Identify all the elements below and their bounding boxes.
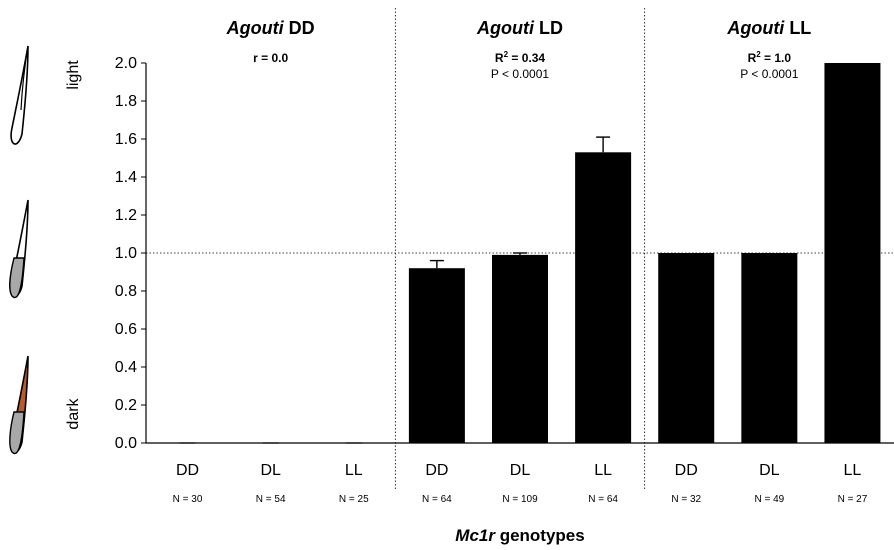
panel-p-value: P < 0.0001	[491, 67, 549, 81]
dark-hair-icon	[9, 355, 29, 455]
panel-statistic-value: = 0.34	[508, 51, 545, 65]
panel-title-gene: Agouti	[226, 18, 285, 38]
y-tick-label: 1.6	[115, 131, 137, 148]
panel-statistic: r = 0.0	[253, 51, 288, 65]
panel-title-genotype: LD	[534, 18, 563, 38]
panel-title-gene: Agouti	[726, 18, 785, 38]
bar	[408, 268, 465, 443]
panel-p-value: P < 0.0001	[740, 67, 798, 81]
sample-size-label: N = 25	[339, 494, 369, 505]
panel-1: Agouti DD r = 0.0 DD N = 30 DL N = 54 LL N = 25	[173, 18, 369, 505]
category-label: LL	[844, 462, 862, 479]
panel-statistic-label: R	[748, 51, 757, 65]
category-label: DD	[425, 462, 448, 479]
x-axis-label-gene: Mc1r	[455, 526, 496, 545]
sample-size-label: N = 32	[671, 494, 701, 505]
panel-statistic-label: r = 0.0	[253, 51, 288, 65]
y-tick-label: 1.0	[115, 245, 137, 262]
y-tick-label: 0.6	[115, 321, 137, 338]
y-axis-label-dark: dark	[65, 397, 82, 429]
category-label: LL	[345, 462, 363, 479]
category-label: DL	[759, 462, 780, 479]
y-tick-label: 0.0	[115, 435, 137, 452]
bar	[824, 63, 881, 443]
sample-size-label: N = 54	[256, 494, 286, 505]
category-label: DD	[176, 462, 199, 479]
y-tick-label: 1.8	[115, 93, 137, 110]
sample-size-label: N = 49	[754, 494, 784, 505]
y-tick-label: 0.8	[115, 283, 137, 300]
category-label: DL	[260, 462, 281, 479]
panel-title-genotype: DD	[284, 18, 315, 38]
bar	[575, 152, 632, 444]
panel-statistic: R2 = 1.0	[748, 50, 792, 65]
y-tick-label: 1.4	[115, 169, 137, 186]
panel-2: Agouti LD R2 = 0.34 P < 0.0001 DD N = 64 DL N …	[394, 8, 632, 505]
sample-size-label: N = 30	[173, 494, 203, 505]
panel-title: Agouti LL	[726, 18, 811, 38]
y-axis-label-light: light	[65, 60, 82, 90]
y-tick-label: 1.2	[115, 207, 137, 224]
bar	[658, 253, 715, 443]
intermediate-hair-icon	[9, 199, 29, 299]
sample-size-label: N = 109	[502, 494, 538, 505]
x-axis-label-rest: genotypes	[495, 526, 585, 545]
panel-title: Agouti DD	[226, 18, 315, 38]
panel-title-gene: Agouti	[476, 18, 535, 38]
panel-statistic-label: R	[495, 51, 504, 65]
panel-title: Agouti LD	[476, 18, 563, 38]
category-label: DD	[675, 462, 698, 479]
panel-title-genotype: LL	[784, 18, 811, 38]
bar	[492, 254, 548, 443]
sample-size-label: N = 64	[422, 494, 452, 505]
panel-3: Agouti LL R2 = 1.0 P < 0.0001 DD N = 32 DL N =…	[644, 8, 881, 505]
y-tick-label: 2.0	[115, 55, 137, 72]
panel-statistic-value: = 1.0	[761, 51, 792, 65]
chart-panels: Agouti DD r = 0.0 DD N = 30 DL N = 54 LL N = 25…	[173, 8, 881, 505]
y-tick-label: 0.2	[115, 397, 137, 414]
panel-statistic: R2 = 0.34	[495, 50, 545, 65]
sample-size-label: N = 64	[588, 494, 618, 505]
panel-statistic-superscript: 2	[756, 50, 761, 59]
sample-size-label: N = 27	[838, 494, 868, 505]
panel-statistic-superscript: 2	[504, 50, 509, 59]
bar	[741, 253, 798, 443]
x-axis-label: Mc1r genotypes	[455, 526, 584, 545]
category-label: DL	[510, 462, 531, 479]
category-label: LL	[594, 462, 612, 479]
light-hair-icon	[10, 45, 29, 145]
y-tick-label: 0.4	[115, 359, 137, 376]
